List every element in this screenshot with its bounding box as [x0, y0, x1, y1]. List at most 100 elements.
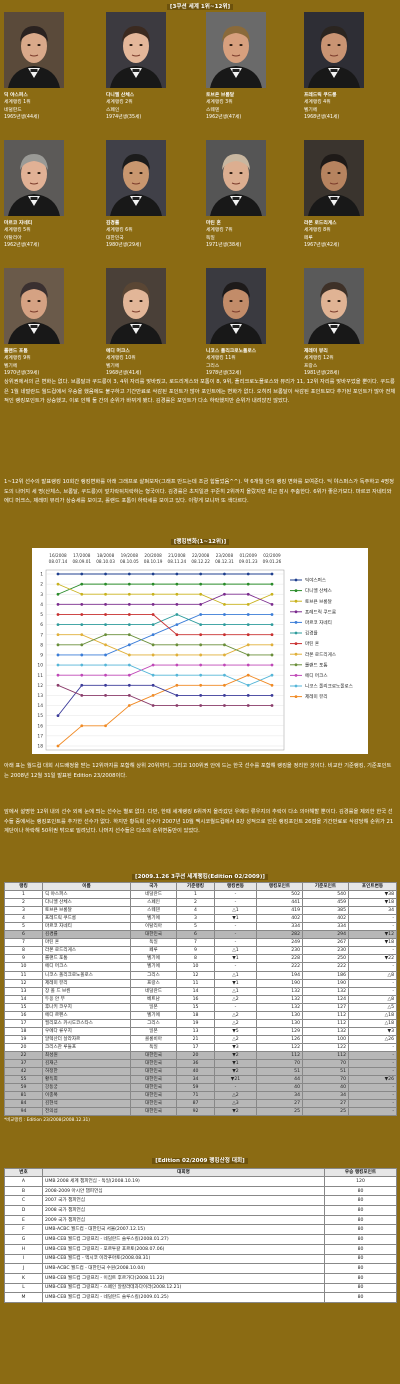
- table-cell: 34: [176, 1075, 215, 1085]
- table-cell: 186: [302, 970, 349, 980]
- table-cell: △3: [214, 1099, 257, 1109]
- player-born: 1962년생(47세): [4, 243, 40, 249]
- series-point: [175, 602, 179, 606]
- series-point: [175, 643, 179, 647]
- player-photo: [304, 268, 364, 344]
- x-tick-label: 02/2009: [263, 553, 281, 558]
- table-cell: C: [4, 1195, 43, 1207]
- table-cell: 80: [324, 1205, 397, 1216]
- table-cell: 13: [4, 986, 43, 996]
- table-cell: 120: [324, 1176, 397, 1187]
- table-cell: 에디 머크스: [42, 962, 131, 972]
- table-cell: 80: [324, 1272, 397, 1284]
- players-section-title: [3쿠션 세계 1위~12위]: [0, 2, 400, 10]
- y-tick-label: 14: [37, 703, 43, 709]
- series-point: [246, 673, 250, 677]
- player-card: 토브욘 브롬달 세계랭킹 3위 스웨덴 1962년생(47세): [206, 12, 296, 134]
- series-point: [127, 673, 131, 677]
- table-row: K UMB-CEB 월드컵 그랑프리 - 이집트 후르가다(2008.11.22)…: [4, 1272, 397, 1284]
- series-point: [270, 683, 274, 687]
- table-cell: 42: [4, 1067, 43, 1077]
- player-born: 1968년생(41세): [304, 115, 340, 121]
- player-rank: 세계랭킹 12위: [304, 356, 334, 362]
- table-cell: 441: [256, 898, 303, 908]
- player-card: 다니엘 산체스 세계랭킹 2위 스페인 1974년생(35세): [106, 12, 196, 134]
- table-cell: 132: [302, 1026, 349, 1036]
- player-name: 에디 머크스: [106, 349, 130, 354]
- table-cell: ▼2: [214, 1107, 257, 1117]
- table-cell: 40: [256, 1083, 303, 1093]
- player-card: 제레미 뷰리 세계랭킹 12위 프랑스 1981년생(28세): [304, 268, 394, 390]
- x-tick-label: 08.09.01: [72, 559, 91, 564]
- player-card: 롤랜드 포톰 세계랭킹 9위 벨기에 1970년생(39세): [4, 268, 94, 390]
- series-point: [56, 663, 60, 667]
- y-tick-label: 1: [40, 572, 43, 578]
- series-point: [223, 704, 226, 707]
- table-cell: △5: [348, 1002, 397, 1012]
- legend-marker: [294, 642, 298, 645]
- x-tick-label: 08.11.24: [168, 559, 187, 564]
- series-point: [270, 582, 274, 586]
- series-point: [127, 582, 131, 586]
- player-born: 1971년생(38세): [206, 243, 242, 249]
- series-point: [104, 673, 107, 677]
- player-rank: 세계랭킹 6위: [106, 228, 133, 234]
- series-point: [199, 602, 203, 606]
- table-row: B 2008-2009 아시안 챔피언십 80: [4, 1185, 397, 1197]
- table-row: I UMB-CEB 월드컵 - 멕시코 이라푸아토(2008.08.31) 80: [4, 1253, 397, 1265]
- table-cell: 대한민국: [130, 930, 177, 940]
- series-point: [56, 633, 60, 637]
- table-row: F UMB-ACBC 월드컵 - 대한민국 서울(2007.12.15) 80: [4, 1224, 397, 1236]
- table-cell: △8: [348, 994, 397, 1004]
- table2-section-title: [Edition 02/2009 랭킹산정 대회]: [0, 1156, 400, 1164]
- player-born: 1970년생(39세): [4, 371, 40, 377]
- player-photo: [106, 268, 166, 344]
- table-cell: 제레미 뷰리: [42, 978, 131, 988]
- series-point: [270, 572, 274, 576]
- series-point: [175, 653, 179, 657]
- table-cell: 에디 르펜스: [42, 1010, 131, 1020]
- table-cell: 8: [176, 954, 215, 964]
- series-point: [104, 572, 107, 576]
- table-cell: 프랑스: [130, 978, 177, 988]
- table-cell: 12: [4, 978, 43, 988]
- table-cell: 25: [256, 1107, 303, 1117]
- table-cell: 132: [302, 986, 349, 996]
- table-row: C 2007 국가 챔피언십 80: [4, 1195, 397, 1207]
- x-tick-label: 09.01.26: [263, 559, 282, 564]
- table-cell: 대한민국: [130, 1059, 177, 1069]
- table-cell: 독일: [130, 938, 177, 948]
- series-point: [246, 683, 250, 687]
- table-cell: 10: [176, 962, 215, 972]
- legend-label: 딕야스퍼스: [305, 577, 326, 584]
- table-row: A UMB 2008 세계 챔피언십 - 독일(2008.10.19) 120: [4, 1176, 397, 1187]
- table-cell: ▼5: [214, 1026, 257, 1036]
- legend-marker: [294, 695, 298, 698]
- series-point: [151, 633, 155, 637]
- x-tick-label: 20/2008: [144, 553, 162, 558]
- series-point: [270, 694, 274, 697]
- table-cell: ▼1: [214, 978, 257, 988]
- table-cell: -: [348, 986, 397, 996]
- table-header: 이름: [42, 881, 131, 892]
- series-line: [58, 614, 272, 656]
- table-cell: 502: [256, 890, 303, 900]
- series-point: [246, 704, 250, 707]
- table-row: 7 마틴 혼 독일 7-249 267 ▼18: [4, 938, 397, 948]
- series-point: [151, 602, 155, 606]
- series-point: [175, 592, 179, 596]
- table-cell: ▼1: [214, 1059, 257, 1069]
- player-rank: 세계랭킹 8위: [304, 228, 331, 234]
- table-cell: 190: [256, 978, 303, 988]
- series-point: [223, 623, 226, 626]
- series-point: [270, 663, 274, 667]
- table-cell: ▼18: [348, 898, 397, 908]
- player-country: 벨기에: [304, 107, 318, 113]
- legend-label: 제레미 뷰리: [305, 693, 328, 700]
- player-born: 1981년생(28세): [304, 371, 340, 377]
- player-info: 롤랜드 포톰 세계랭킹 9위 벨기에 1970년생(39세): [4, 348, 39, 378]
- table-header: 랭킹변동: [214, 881, 257, 892]
- y-tick-label: 2: [40, 582, 43, 588]
- table-cell: 126: [256, 1034, 303, 1044]
- series-point: [199, 673, 203, 677]
